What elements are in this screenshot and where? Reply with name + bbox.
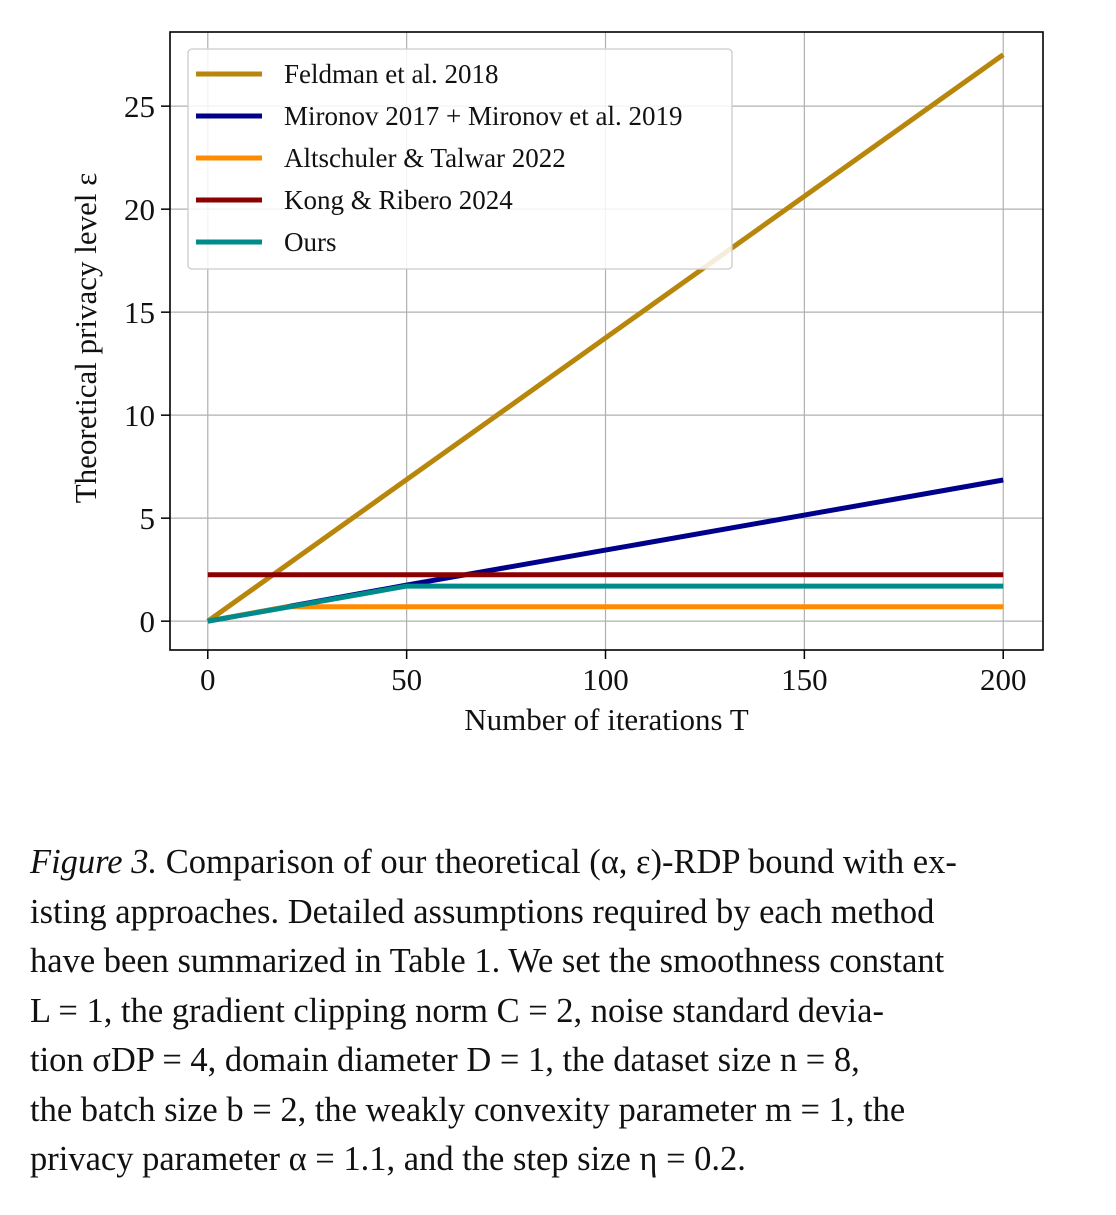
y-tick-label: 5: [140, 501, 156, 536]
plot-frame: [169, 31, 1044, 651]
series-line: [207, 583, 1004, 624]
legend: Feldman et al. 2018 Mironov 2017 + Mirono…: [187, 48, 733, 270]
line-chart: 0 50 100 150 200 0 5 10 15 20 25 Number of iterati…: [68, 31, 1044, 737]
caption-line-text: Comparison of our theoretical (α, ε)-RDP…: [165, 843, 957, 881]
legend-label: Ours: [284, 227, 337, 257]
series-layer: [206, 52, 1005, 624]
y-tick-label: 25: [124, 89, 155, 124]
caption-line: have been summarized in Table 1. We set …: [30, 942, 945, 980]
x-tick-label: 50: [391, 662, 422, 697]
legend-label: Altschuler & Talwar 2022: [284, 143, 566, 173]
x-axis-label: Number of iterations T: [464, 702, 748, 737]
legend-label: Mironov 2017 + Mironov et al. 2019: [284, 101, 682, 131]
legend-label: Feldman et al. 2018: [284, 59, 498, 89]
x-tick-label: 0: [200, 662, 216, 697]
legend-label: Kong & Ribero 2024: [284, 185, 513, 215]
figure: 0 50 100 150 200 0 5 10 15 20 25 Number of iterati…: [68, 31, 1044, 737]
ticks: 0 50 100 150 200 0 5 10 15 20 25: [124, 89, 1026, 697]
figure-caption: Figure 3. Comparison of our theoretical …: [30, 838, 1086, 1185]
caption-line: tion σDP = 4, domain diameter D = 1, the…: [30, 1041, 860, 1079]
caption-line: Figure 3. Comparison of our theoretical …: [30, 838, 1086, 888]
legend-box: [187, 48, 733, 270]
caption-line: privacy parameter α = 1.1, and the step …: [30, 1140, 746, 1178]
series-line: [206, 52, 1005, 624]
figure-label: Figure 3.: [30, 843, 158, 881]
y-tick-label: 15: [124, 295, 155, 330]
y-tick-label: 0: [140, 604, 156, 639]
y-axis-label: Theoretical privacy level ε: [68, 173, 103, 504]
x-tick-label: 150: [781, 662, 828, 697]
caption-line: the batch size b = 2, the weakly convexi…: [30, 1090, 906, 1129]
y-tick-label: 10: [124, 398, 155, 433]
caption-line: isting approaches. Detailed assumptions …: [30, 892, 935, 931]
y-tick-label: 20: [124, 192, 155, 227]
x-tick-label: 100: [582, 662, 629, 697]
caption-line: L = 1, the gradient clipping norm C = 2,…: [30, 991, 884, 1030]
x-tick-label: 200: [980, 662, 1027, 697]
